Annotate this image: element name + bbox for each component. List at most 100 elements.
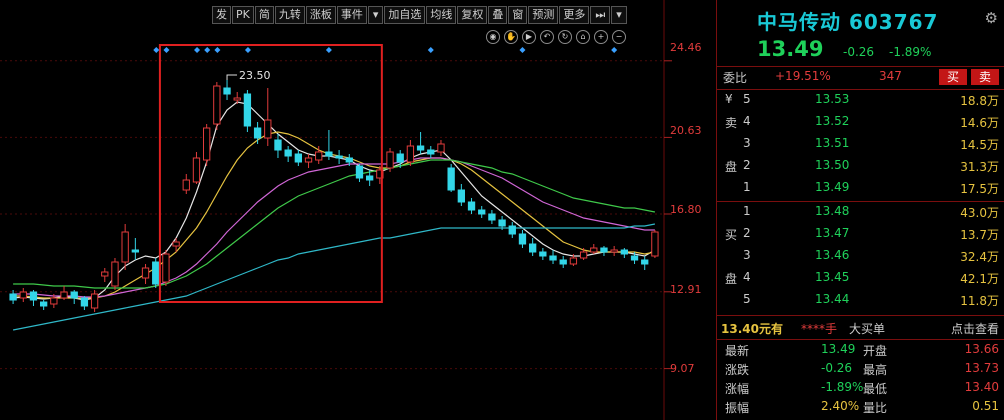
kline-chart[interactable]: 23.50 bbox=[0, 0, 716, 420]
play-icon[interactable]: ▶ bbox=[522, 30, 536, 44]
ob-level: 2 bbox=[743, 158, 751, 172]
toolbar-btn-jiuzhuan[interactable]: 九转 bbox=[274, 6, 305, 24]
candle-body bbox=[641, 259, 649, 265]
candle-body bbox=[579, 251, 588, 259]
ask-row: 盘 2 13.50 31.3万 bbox=[717, 158, 1004, 180]
bid-row: 1 13.48 43.0万 bbox=[717, 204, 1004, 226]
gear-icon[interactable]: ⚙ bbox=[984, 9, 998, 27]
candle-body bbox=[447, 167, 455, 191]
sell-button[interactable]: 卖 bbox=[971, 69, 999, 85]
price-change: -0.26 bbox=[843, 45, 875, 59]
candle-body bbox=[457, 189, 466, 203]
zoom-in-icon[interactable]: + bbox=[594, 30, 608, 44]
refresh-icon[interactable]: ↻ bbox=[558, 30, 572, 44]
candle-body bbox=[365, 175, 374, 181]
eye-icon[interactable]: ◉ bbox=[486, 30, 500, 44]
toolbar-dropdown-icon-2[interactable]: ▾ bbox=[611, 6, 627, 24]
toolbar-btn-overlay[interactable]: 叠 bbox=[488, 6, 508, 24]
lock-icon[interactable]: ⌂ bbox=[576, 30, 590, 44]
candle-body bbox=[518, 233, 527, 245]
stat-row: 振幅 2.40% 量比 0.51 bbox=[717, 399, 1004, 418]
ob-volume: 31.3万 bbox=[960, 160, 999, 174]
ob-level: 2 bbox=[743, 226, 751, 240]
ob-price: 13.46 bbox=[815, 248, 850, 262]
candle-body bbox=[294, 153, 303, 163]
hand-icon[interactable]: ✋ bbox=[504, 30, 518, 44]
big-order-stars: ****手 bbox=[801, 322, 838, 336]
ob-side-label: 卖 bbox=[725, 116, 738, 130]
weibi-label: 委比 bbox=[723, 71, 748, 85]
ask-row: ¥ 5 13.53 18.8万 bbox=[717, 92, 1004, 114]
toolbar-btn-window[interactable]: 窗 bbox=[508, 6, 528, 24]
ob-side-label: ¥ bbox=[725, 92, 733, 106]
toolbar-btn-fuquan[interactable]: 复权 bbox=[457, 6, 488, 24]
stat-row: 涨幅 -1.89% 最低 13.40 bbox=[717, 380, 1004, 399]
highlight-box bbox=[158, 44, 383, 303]
price-level-label: 12.91 bbox=[670, 283, 702, 296]
toolbar-btn-more[interactable]: 更多 bbox=[559, 6, 590, 24]
last-price: 13.49 bbox=[757, 37, 824, 61]
stat-value: 13.49 bbox=[821, 342, 856, 356]
ob-level: 3 bbox=[743, 136, 751, 150]
stat-value: 2.40% bbox=[821, 399, 860, 413]
kline-chart-area[interactable]: 23.50 发 PK 简 九转 涨板 事件 ▾ 加自选 均线 复权 叠 窗 预测… bbox=[0, 0, 716, 420]
bid-row: 盘 4 13.45 42.1万 bbox=[717, 270, 1004, 292]
price-change-pct: -1.89% bbox=[889, 45, 932, 59]
ob-volume: 14.6万 bbox=[960, 116, 999, 130]
candle-body bbox=[355, 165, 364, 179]
chart-tools: ◉ ✋ ▶ ↶ ↻ ⌂ + − bbox=[486, 30, 630, 44]
candle-body bbox=[590, 247, 598, 253]
zoom-out-icon[interactable]: − bbox=[612, 30, 626, 44]
toolbar-btn-add-watchlist[interactable]: 加自选 bbox=[384, 6, 426, 24]
toolbar-btn-zhangban[interactable]: 涨板 bbox=[305, 6, 336, 24]
price-level-label: 9.07 bbox=[670, 362, 695, 375]
toolbar-btn-pk[interactable]: PK bbox=[232, 6, 254, 24]
quote-panel: 中马传动 603767 ⚙ 13.49 -0.26 -1.89% 委比 +19.… bbox=[716, 0, 1004, 420]
ma20-line bbox=[13, 157, 655, 298]
candle-body bbox=[651, 231, 659, 257]
price-level-label: 20.63 bbox=[670, 124, 702, 137]
stat-label: 振幅 bbox=[725, 401, 750, 415]
divider bbox=[717, 201, 1004, 202]
event-marker-icon bbox=[194, 47, 201, 53]
candle-body bbox=[376, 169, 384, 179]
big-order-text: 13.40元有 bbox=[721, 322, 783, 336]
ob-volume: 17.5万 bbox=[960, 182, 999, 196]
event-marker-icon bbox=[611, 47, 618, 53]
toolbar-btn-shijian[interactable]: 事件 bbox=[336, 6, 367, 24]
ob-side-label: 盘 bbox=[725, 272, 738, 286]
buy-button[interactable]: 买 bbox=[939, 69, 967, 85]
candle-body bbox=[345, 157, 353, 163]
toolbar-skip-icon[interactable]: ⏭ bbox=[590, 6, 611, 24]
candle-body bbox=[437, 143, 445, 153]
big-order-link[interactable]: 点击查看 bbox=[950, 322, 999, 336]
stat-label: 涨幅 bbox=[725, 382, 750, 396]
big-order-row[interactable]: 13.40元有 ****手 大买单 点击查看 bbox=[717, 318, 1004, 338]
candle-body bbox=[274, 139, 282, 151]
high-annotation-label: 23.50 bbox=[239, 69, 271, 82]
candle-body bbox=[427, 149, 435, 155]
event-marker-icon bbox=[244, 47, 251, 53]
stat-value: 0.51 bbox=[972, 399, 999, 413]
toolbar-btn-fa[interactable]: 发 bbox=[212, 6, 231, 24]
candle-body bbox=[528, 243, 537, 253]
ask-row: 3 13.51 14.5万 bbox=[717, 136, 1004, 158]
candle-body bbox=[569, 257, 578, 265]
undo-icon[interactable]: ↶ bbox=[540, 30, 554, 44]
ask-row: 卖 4 13.52 14.6万 bbox=[717, 114, 1004, 136]
ob-level: 5 bbox=[743, 292, 751, 306]
toolbar-btn-jian[interactable]: 简 bbox=[254, 6, 274, 24]
ob-price: 13.49 bbox=[815, 180, 850, 194]
candle-body bbox=[60, 291, 68, 299]
candle-body bbox=[50, 297, 58, 305]
divider bbox=[717, 339, 1004, 340]
ma5-line bbox=[13, 101, 656, 301]
candle-body bbox=[172, 241, 180, 247]
toolbar-btn-forecast[interactable]: 预测 bbox=[528, 6, 559, 24]
stat-label: 开盘 bbox=[863, 344, 888, 358]
toolbar-dropdown-icon[interactable]: ▾ bbox=[367, 6, 384, 24]
stat-label: 最高 bbox=[863, 363, 888, 377]
candle-body bbox=[600, 247, 608, 253]
toolbar-btn-ma[interactable]: 均线 bbox=[426, 6, 457, 24]
ob-price: 13.52 bbox=[815, 114, 850, 128]
